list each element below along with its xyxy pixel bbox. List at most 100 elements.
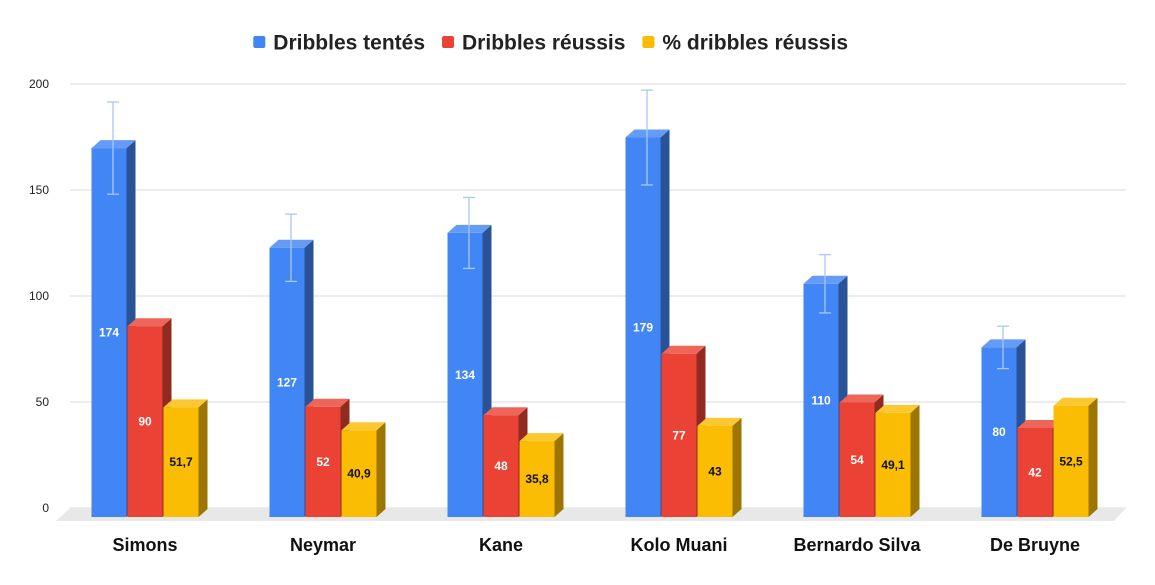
bar: 110 <box>803 253 848 517</box>
bar-front <box>269 247 305 517</box>
error-bar <box>463 196 475 270</box>
bar-top <box>483 407 528 416</box>
bar-side <box>198 399 208 517</box>
data-label: 49,1 <box>881 458 905 472</box>
data-label: 35,8 <box>525 472 549 486</box>
bar-front <box>625 137 661 517</box>
bar-group: 174 90 51,7 <box>91 101 208 517</box>
data-label: 52 <box>316 455 330 469</box>
legend-swatch <box>442 36 455 48</box>
bar-top <box>875 404 920 413</box>
x-category-label: De Bruyne <box>990 535 1080 555</box>
bar-front <box>661 353 697 517</box>
bar: 35,8 <box>519 433 564 517</box>
bar-front <box>163 407 199 517</box>
chart-legend: Dribbles tentés Dribbles réussis % dribble… <box>253 32 848 55</box>
bar-top <box>519 433 564 442</box>
bar-group: 179 77 43 <box>625 89 742 517</box>
bar-group: 127 52 40,9 <box>269 213 386 517</box>
bar-group: 134 48 35,8 <box>447 196 564 518</box>
bar-front <box>483 415 519 517</box>
error-bar <box>997 325 1009 370</box>
bars: 174 90 51,7 127 52 40,9 134 48 35,8 179 77 43 110 54 4… <box>91 89 1098 518</box>
legend-item: Dribbles réussis <box>442 32 625 55</box>
bar-front <box>803 283 839 517</box>
bar-front <box>305 406 341 517</box>
data-label: 42 <box>1028 465 1042 479</box>
bar-top <box>661 345 706 354</box>
gridlines <box>70 83 1126 509</box>
legend-label: Dribbles tentés <box>273 32 425 55</box>
bar: 51,7 <box>163 399 208 517</box>
y-tick-label: 200 <box>29 77 49 91</box>
bar-top <box>697 417 742 426</box>
bar-top <box>305 398 350 407</box>
y-tick-label: 50 <box>36 395 50 409</box>
bar: 52,5 <box>1053 397 1098 517</box>
data-label: 52,5 <box>1059 454 1083 468</box>
bar-side <box>1088 397 1098 517</box>
x-category-label: Bernardo Silva <box>793 535 921 555</box>
x-category-label: Kolo Muani <box>631 535 728 555</box>
bar-front <box>91 148 127 517</box>
bar-top <box>1017 419 1062 428</box>
bar-side <box>554 433 564 517</box>
data-label: 48 <box>494 459 508 473</box>
bar: 40,9 <box>341 422 386 517</box>
data-label: 179 <box>633 320 653 334</box>
y-tick-label: 150 <box>29 183 49 197</box>
floor-plane <box>56 508 1126 521</box>
bar: 49,1 <box>875 404 920 517</box>
error-bar <box>285 213 297 283</box>
y-axis-ticks: 0 50 100 150 200 <box>29 77 49 515</box>
data-label: 43 <box>708 464 722 478</box>
bar-front <box>341 430 377 517</box>
legend-item: Dribbles tentés <box>253 32 425 55</box>
bar-top <box>341 422 386 431</box>
bar-top <box>127 318 172 327</box>
error-bar <box>819 253 831 314</box>
data-label: 80 <box>992 425 1006 439</box>
data-label: 40,9 <box>347 467 371 481</box>
legend-label: Dribbles réussis <box>462 32 625 55</box>
data-label: 77 <box>672 428 686 442</box>
bar-top <box>1053 397 1098 406</box>
legend-swatch <box>253 36 266 48</box>
bar-front <box>519 441 555 517</box>
bar-side <box>910 404 920 517</box>
data-label: 54 <box>850 453 864 467</box>
data-label: 127 <box>277 375 297 389</box>
y-tick-label: 0 <box>42 501 49 515</box>
x-category-label: Simons <box>112 535 177 555</box>
legend-item: % dribbles réussis <box>642 32 848 55</box>
bar-front <box>697 425 733 517</box>
bar-front <box>127 326 163 517</box>
bar-front <box>981 347 1017 517</box>
y-tick-label: 100 <box>29 289 49 303</box>
bar-top <box>839 394 884 403</box>
bar-front <box>447 232 483 518</box>
data-label: 134 <box>455 368 475 382</box>
data-label: 110 <box>811 393 831 407</box>
data-label: 90 <box>138 415 152 429</box>
x-category-label: Kane <box>479 535 523 555</box>
chart-floor <box>56 508 1126 521</box>
bar: 43 <box>697 417 742 517</box>
bar-group: 80 42 52,5 <box>981 325 1098 517</box>
error-bar <box>641 89 653 186</box>
legend-swatch <box>642 36 655 48</box>
bar-front <box>875 412 911 517</box>
x-axis-labels: Simons Neymar Kane Kolo Muani Bernardo Silva… <box>112 535 1080 555</box>
data-label: 51,7 <box>169 455 193 469</box>
data-label: 174 <box>99 326 119 340</box>
bar-side <box>732 417 742 517</box>
error-bar <box>107 101 119 195</box>
legend-label: % dribbles réussis <box>662 32 848 55</box>
x-category-label: Neymar <box>290 535 356 555</box>
bar-front <box>1053 405 1089 517</box>
bar-group: 110 54 49,1 <box>803 253 920 517</box>
bar-top <box>163 399 208 408</box>
bar-front <box>839 402 875 517</box>
bar-front <box>1017 427 1053 517</box>
bar-side <box>376 422 386 517</box>
